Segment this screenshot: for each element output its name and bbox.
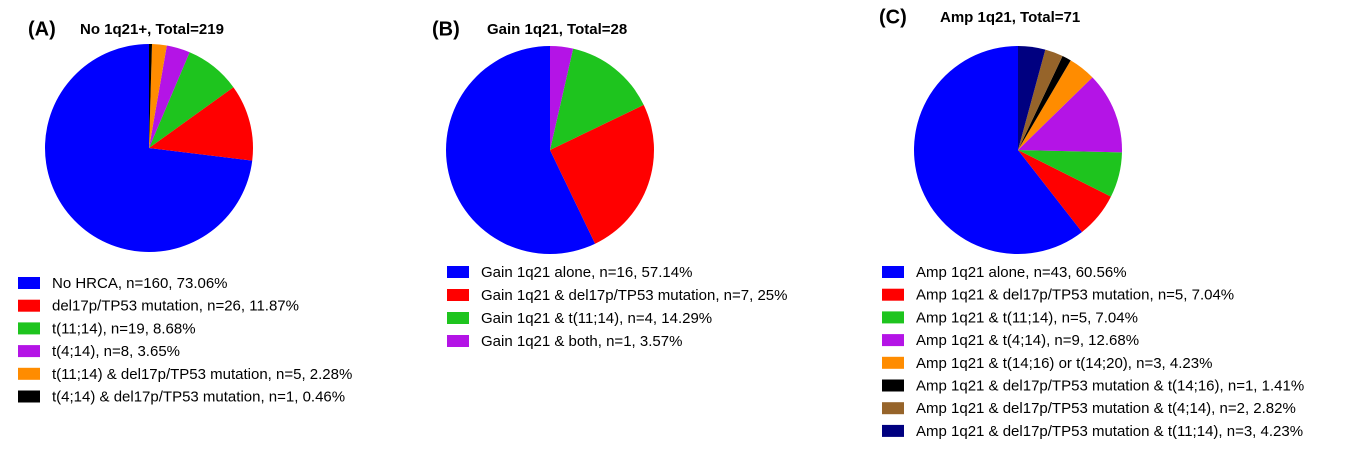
legend-swatch [882,311,904,324]
legend-swatch [18,367,40,380]
legend-label: t(4;14), n=8, 3.65% [52,343,180,360]
pie-slice [1018,46,1046,150]
pie-slice [149,44,167,148]
pie-slice [45,44,253,252]
legend-label: Amp 1q21 alone, n=43, 60.56% [916,264,1127,281]
pie-slice [550,48,644,150]
chart-title: Gain 1q21, Total=28 [487,21,627,38]
legend-swatch [447,289,469,301]
legend-swatch [18,322,40,335]
legend-swatch [447,335,469,347]
chart-title: No 1q21+, Total=219 [80,21,224,38]
pie-slice [1018,77,1122,153]
legend-label: Gain 1q21 & del17p/TP53 mutation, n=7, 2… [481,287,787,304]
pie-slice [550,104,654,244]
legend-swatch [882,288,904,301]
legend-swatch [882,379,904,392]
legend-swatch [882,334,904,347]
legend-label: t(11;14) & del17p/TP53 mutation, n=5, 2.… [52,366,352,383]
legend-label: del17p/TP53 mutation, n=26, 11.87% [52,298,299,315]
pie-slice [1018,60,1093,150]
legend-label: t(4;14) & del17p/TP53 mutation, n=1, 0.4… [52,388,345,405]
pie-slice [1018,49,1063,151]
pie-slice [550,46,574,150]
pie-slice [149,45,190,148]
pie-slice [914,46,1083,255]
legend-swatch [18,345,40,358]
legend-swatch [18,390,40,403]
legend-swatch [882,402,904,415]
legend-label: Amp 1q21 & del17p/TP53 mutation & t(11;1… [916,423,1303,440]
pie-slice [1018,56,1071,150]
legend-label: Amp 1q21 & del17p/TP53 mutation & t(4;14… [916,400,1296,417]
legend-swatch [18,277,40,289]
legend-label: Amp 1q21 & del17p/TP53 mutation & t(14;1… [916,377,1304,394]
pie-slice [149,87,254,161]
pie-slice [149,44,153,148]
legend-label: Gain 1q21 alone, n=16, 57.14% [481,264,692,281]
pie-slice [149,52,234,148]
chart-title: Amp 1q21, Total=71 [940,9,1080,26]
legend-label: No HRCA, n=160, 73.06% [52,275,228,292]
panel-label: (B) [432,18,460,40]
legend-label: Amp 1q21 & t(11;14), n=5, 7.04% [916,309,1138,326]
legend-swatch [447,312,469,324]
pie-slice [446,46,596,255]
panel-label: (A) [28,18,56,40]
pie-slice [1018,150,1111,232]
legend-swatch [882,356,904,369]
legend-swatch [447,266,469,278]
legend-label: Gain 1q21 & both, n=1, 3.57% [481,333,682,350]
legend-swatch [882,266,904,278]
legend-label: Gain 1q21 & t(11;14), n=4, 14.29% [481,310,712,327]
legend-label: Amp 1q21 & t(4;14), n=9, 12.68% [916,332,1139,349]
legend-label: Amp 1q21 & t(14;16) or t(14;20), n=3, 4.… [916,355,1212,372]
legend-label: Amp 1q21 & del17p/TP53 mutation, n=5, 7.… [916,287,1234,304]
legend-label: t(11;14), n=19, 8.68% [52,320,196,337]
legend-swatch [18,299,40,312]
pie-slice [1018,150,1122,197]
panel-label: (C) [879,6,907,28]
legend-swatch [882,424,904,437]
